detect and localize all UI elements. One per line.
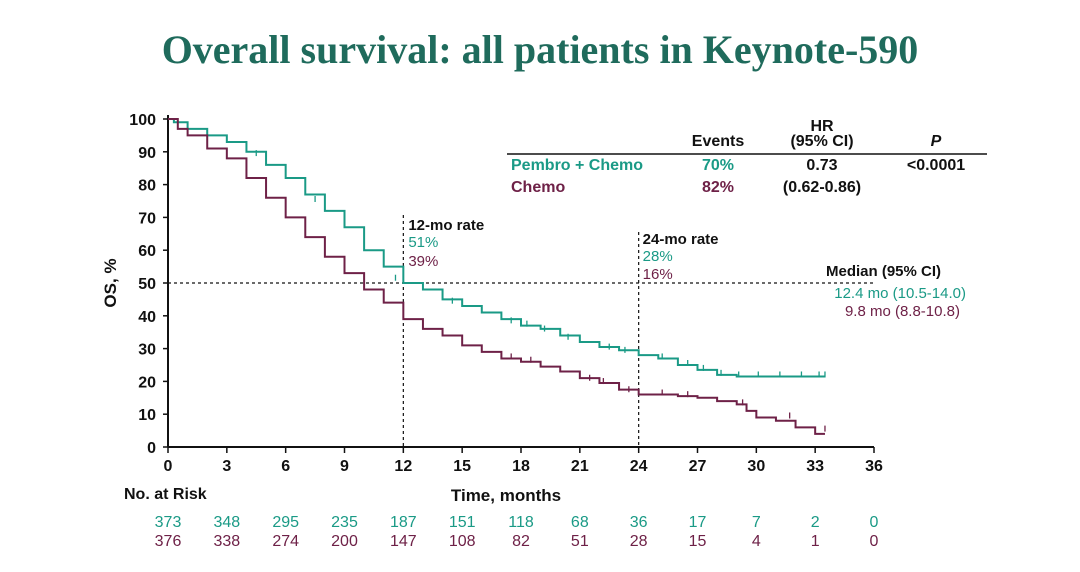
chemo-median: 9.8 mo (8.8-10.8) bbox=[845, 303, 960, 320]
table-hr-value: 0.73 bbox=[806, 157, 837, 174]
risk-pembro-count: 187 bbox=[390, 514, 417, 531]
rate12-chemo-value: 39% bbox=[408, 253, 438, 270]
table-col-hr-ci: (95% CI) bbox=[790, 133, 853, 150]
risk-pembro-count: 235 bbox=[331, 514, 358, 531]
rate24-pembro-value: 28% bbox=[643, 248, 673, 265]
x-tick-label: 36 bbox=[865, 458, 883, 475]
x-tick-label: 33 bbox=[806, 458, 824, 475]
y-tick-label: 20 bbox=[138, 374, 156, 391]
risk-chemo-count: 4 bbox=[752, 533, 761, 550]
table-pembro-name: Pembro + Chemo bbox=[511, 157, 643, 174]
table-chemo-name: Chemo bbox=[511, 179, 565, 196]
y-tick-label: 80 bbox=[138, 178, 156, 195]
x-tick-label: 12 bbox=[394, 458, 412, 475]
x-axis-label: Time, months bbox=[451, 486, 561, 505]
x-tick-label: 27 bbox=[689, 458, 707, 475]
risk-chemo-count: 200 bbox=[331, 533, 358, 550]
table-p-value: <0.0001 bbox=[907, 157, 965, 174]
y-axis-label: OS, % bbox=[101, 258, 120, 307]
risk-pembro-count: 295 bbox=[272, 514, 299, 531]
risk-chemo-count: 338 bbox=[213, 533, 240, 550]
risk-chemo-count: 0 bbox=[870, 533, 879, 550]
risk-chemo-count: 51 bbox=[571, 533, 589, 550]
x-tick-label: 18 bbox=[512, 458, 530, 475]
risk-pembro-count: 151 bbox=[449, 514, 476, 531]
x-tick-label: 30 bbox=[747, 458, 765, 475]
y-tick-label: 70 bbox=[138, 210, 156, 227]
rate24-label: 24-mo rate bbox=[643, 231, 719, 248]
risk-pembro-count: 36 bbox=[630, 514, 648, 531]
y-tick-label: 40 bbox=[138, 309, 156, 326]
y-tick-label: 60 bbox=[138, 243, 156, 260]
risk-pembro-count: 2 bbox=[811, 514, 820, 531]
risk-chemo-count: 376 bbox=[155, 533, 182, 550]
risk-pembro-count: 68 bbox=[571, 514, 589, 531]
x-tick-label: 6 bbox=[281, 458, 290, 475]
x-tick-label: 21 bbox=[571, 458, 589, 475]
x-tick-label: 24 bbox=[630, 458, 648, 475]
x-tick-label: 9 bbox=[340, 458, 349, 475]
risk-chemo-count: 108 bbox=[449, 533, 476, 550]
table-col-events: Events bbox=[692, 133, 745, 150]
rate12-pembro-value: 51% bbox=[408, 234, 438, 251]
risk-pembro-count: 348 bbox=[213, 514, 240, 531]
x-tick-label: 3 bbox=[222, 458, 231, 475]
y-tick-label: 10 bbox=[138, 407, 156, 424]
risk-chemo-count: 28 bbox=[630, 533, 648, 550]
table-chemo-events: 82% bbox=[702, 179, 734, 196]
y-tick-label: 50 bbox=[138, 276, 156, 293]
rate24-chemo-value: 16% bbox=[643, 266, 673, 283]
risk-chemo-count: 82 bbox=[512, 533, 530, 550]
risk-pembro-count: 0 bbox=[870, 514, 879, 531]
table-col-p: P bbox=[931, 133, 942, 150]
rate12-label: 12-mo rate bbox=[408, 217, 484, 234]
y-tick-label: 100 bbox=[129, 112, 156, 129]
table-pembro-events: 70% bbox=[702, 157, 734, 174]
y-tick-label: 0 bbox=[147, 440, 156, 457]
y-tick-label: 90 bbox=[138, 145, 156, 162]
table-hr-ci-value: (0.62-0.86) bbox=[783, 179, 861, 196]
risk-chemo-count: 15 bbox=[689, 533, 707, 550]
page-title: Overall survival: all patients in Keynot… bbox=[161, 27, 919, 72]
risk-pembro-count: 118 bbox=[508, 514, 534, 531]
risk-chemo-count: 147 bbox=[390, 533, 417, 550]
pembro-survival-curve bbox=[168, 118, 825, 378]
risk-pembro-count: 373 bbox=[155, 514, 182, 531]
risk-pembro-count: 7 bbox=[752, 514, 761, 531]
table-col-hr: HR bbox=[810, 118, 834, 135]
x-tick-label: 0 bbox=[164, 458, 173, 475]
y-tick-label: 30 bbox=[138, 342, 156, 359]
risk-chemo-count: 274 bbox=[272, 533, 299, 550]
chemo-survival-curve bbox=[168, 118, 825, 435]
median-header: Median (95% CI) bbox=[826, 263, 941, 280]
risk-chemo-count: 1 bbox=[811, 533, 820, 550]
pembro-median: 12.4 mo (10.5-14.0) bbox=[834, 285, 966, 302]
risk-pembro-count: 17 bbox=[689, 514, 707, 531]
risk-header: No. at Risk bbox=[124, 486, 207, 503]
x-tick-label: 15 bbox=[453, 458, 471, 475]
